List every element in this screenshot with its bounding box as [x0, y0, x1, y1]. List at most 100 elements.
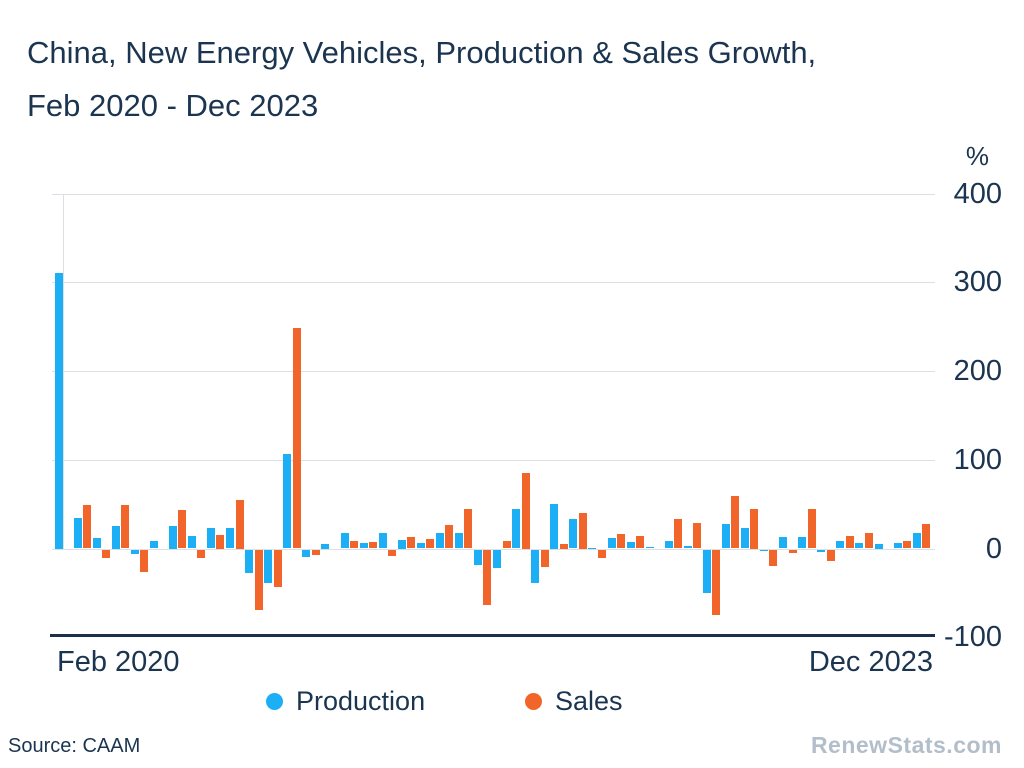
bar-production-28: [569, 519, 578, 549]
bar-production-22: [454, 533, 463, 549]
bar-sales-20: [426, 538, 435, 549]
bar-sales-13: [292, 327, 301, 549]
bar-production-44: [874, 544, 883, 549]
bar-sales-8: [197, 549, 206, 559]
bar-sales-37: [750, 508, 759, 549]
chart-title-line1: China, New Energy Vehicles, Production &…: [27, 35, 817, 70]
bar-production-31: [626, 542, 635, 549]
bar-production-30: [607, 537, 616, 549]
bar-production-27: [550, 504, 559, 549]
bar-sales-27: [559, 544, 568, 549]
bar-production-1: [54, 273, 63, 549]
bar-production-3: [92, 537, 101, 549]
bar-sales-39: [788, 549, 797, 554]
bar-production-40: [798, 536, 807, 549]
bar-sales-11: [254, 549, 263, 610]
bar-production-19: [397, 539, 406, 549]
gridline-100: [52, 459, 935, 461]
bar-production-17: [359, 543, 368, 549]
bar-sales-31: [636, 536, 644, 549]
bar-production-43: [855, 543, 864, 549]
bar-sales-7: [178, 510, 187, 549]
bar-production-15: [321, 544, 330, 549]
production-legend-dot-icon: [266, 693, 283, 710]
bar-sales-34: [693, 522, 702, 549]
bar-sales-26: [540, 549, 549, 568]
bar-sales-16: [349, 541, 358, 549]
bar-sales-9: [216, 535, 225, 549]
bar-sales-3: [102, 549, 111, 559]
bar-sales-28: [578, 513, 587, 549]
legend-label-production: Production: [296, 686, 426, 716]
y-tick-label--100: -100: [943, 621, 1002, 654]
bar-production-12: [264, 549, 273, 584]
source-label: Source: CAAM: [8, 735, 141, 757]
bar-production-41: [817, 549, 826, 553]
bar-production-6: [149, 540, 158, 549]
bar-production-35: [702, 549, 711, 593]
bar-production-20: [416, 543, 425, 549]
bar-sales-24: [502, 541, 511, 549]
bar-production-23: [474, 549, 483, 566]
chart-title: China, New Energy Vehicles, Production &…: [27, 26, 816, 132]
bar-production-25: [512, 509, 521, 549]
bar-sales-30: [616, 534, 625, 549]
bar-production-8: [187, 536, 196, 549]
bar-production-38: [760, 549, 769, 552]
gridline-0: [52, 548, 935, 550]
gridline-300: [52, 282, 935, 284]
bar-production-45: [893, 543, 902, 549]
bar-production-5: [130, 549, 139, 554]
bar-sales-25: [521, 473, 530, 549]
y-axis-unit-label: %: [965, 141, 989, 171]
bar-production-46: [912, 533, 921, 549]
bar-production-9: [207, 528, 216, 549]
y-tick-label-200: 200: [953, 355, 1002, 387]
x-axis-line: [50, 634, 935, 637]
legend-item-production: Production: [266, 686, 425, 717]
bar-production-11: [245, 549, 254, 574]
y-axis-spine: [63, 193, 64, 549]
bar-production-7: [168, 526, 177, 549]
legend-label-sales: Sales: [555, 686, 623, 716]
bar-production-13: [283, 454, 292, 549]
y-tick-label-0: 0: [985, 532, 1002, 565]
bar-sales-5: [140, 549, 149, 572]
bar-sales-43: [864, 533, 873, 549]
y-tick-label-400: 400: [953, 177, 1002, 210]
bar-sales-42: [845, 536, 854, 549]
sales-legend-dot-icon: [525, 693, 542, 710]
bar-sales-10: [235, 499, 244, 549]
bar-production-18: [378, 532, 387, 549]
bar-sales-19: [407, 536, 416, 549]
bar-production-26: [531, 549, 540, 584]
bar-sales-36: [731, 496, 740, 549]
bar-sales-33: [674, 519, 683, 549]
legend-item-sales: Sales: [525, 686, 623, 717]
x-axis-label-end: Dec 2023: [808, 646, 933, 678]
gridline-400: [52, 193, 935, 195]
bar-sales-46: [922, 523, 931, 549]
bar-sales-45: [902, 540, 911, 549]
bar-sales-17: [369, 542, 378, 549]
bar-sales-22: [464, 509, 473, 549]
bar-sales-40: [807, 509, 816, 549]
bar-sales-29: [597, 549, 606, 559]
bar-production-33: [664, 540, 673, 549]
bar-sales-35: [712, 549, 721, 616]
bar-production-4: [111, 526, 120, 549]
bar-sales-18: [388, 549, 397, 556]
chart-title-line2: Feb 2020 - Dec 2023: [27, 88, 319, 123]
bar-production-10: [226, 528, 235, 549]
bar-sales-14: [311, 549, 320, 555]
gridline-200: [52, 371, 935, 372]
bar-production-42: [836, 541, 845, 549]
bar-production-37: [741, 528, 750, 549]
y-tick-label-100: 100: [953, 443, 1002, 476]
bar-production-24: [493, 549, 502, 569]
bar-production-2: [73, 518, 82, 549]
bar-sales-12: [273, 549, 282, 587]
y-tick-label-300: 300: [953, 266, 1002, 299]
bar-production-36: [721, 523, 730, 549]
